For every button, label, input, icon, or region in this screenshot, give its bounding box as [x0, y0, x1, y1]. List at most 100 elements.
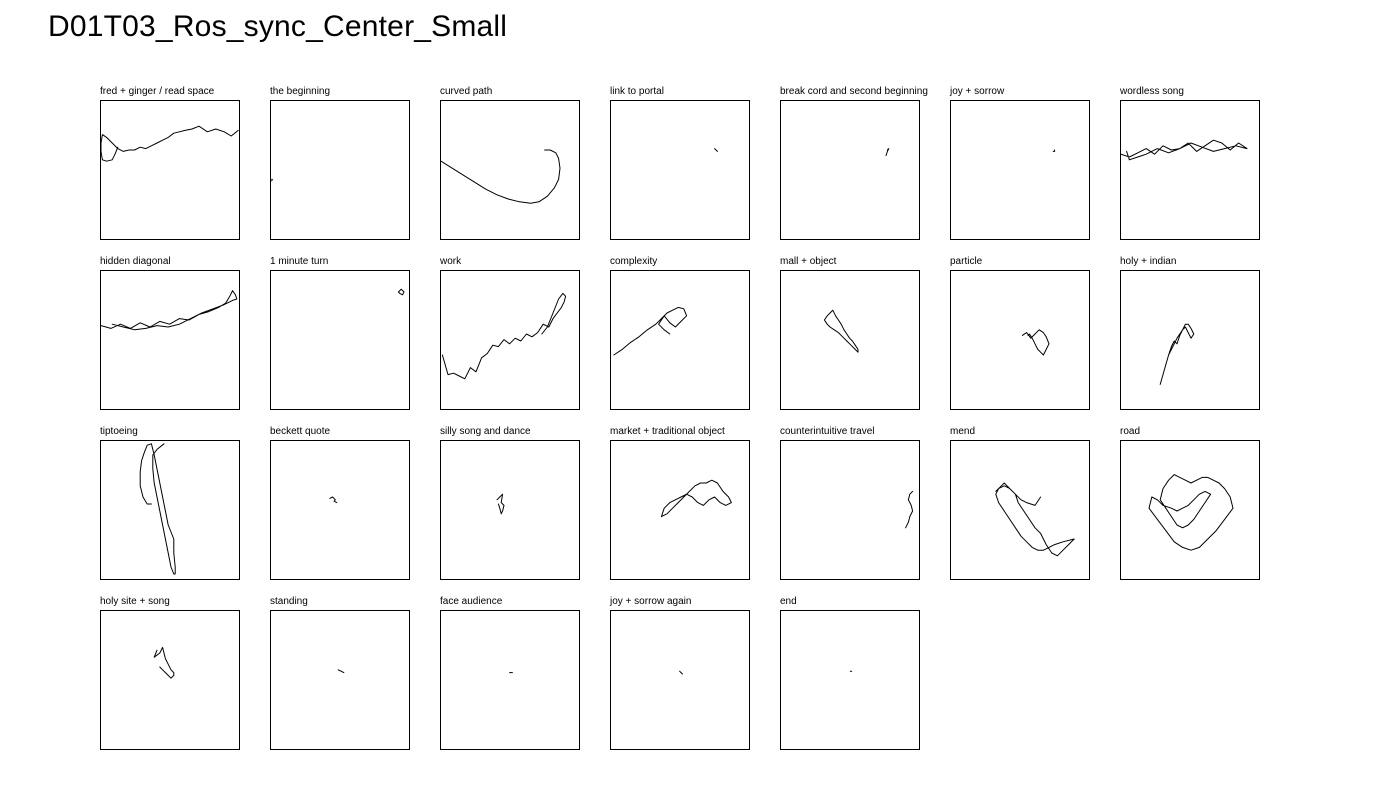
panel-title: hidden diagonal [100, 256, 171, 267]
trajectory-line [1159, 323, 1195, 385]
trajectory-panel: 1 minute turn [270, 256, 430, 426]
panel-title: mend [950, 426, 976, 437]
trajectory-panel: mend [950, 426, 1110, 596]
trajectory-plot [679, 670, 683, 675]
panel-title: face audience [440, 596, 503, 607]
panel-title: road [1120, 426, 1141, 437]
trajectory-plot [1021, 329, 1050, 356]
panel-title: standing [270, 596, 308, 607]
trajectory-panel: road [1120, 426, 1280, 596]
trajectory-panel: curved path [440, 86, 600, 256]
trajectory-plot [101, 290, 238, 331]
plot-frame [270, 100, 410, 240]
trajectory-panel: market + traditional object [610, 426, 770, 596]
trajectory-plot [1159, 323, 1195, 385]
plot-frame [440, 100, 580, 240]
plot-frame [1120, 270, 1260, 410]
trajectory-plot [337, 669, 345, 674]
panel-title: work [440, 256, 462, 267]
trajectory-plot [995, 482, 1075, 557]
plot-frame [950, 100, 1090, 240]
trajectory-panel: tiptoeing [100, 426, 260, 596]
panel-title: silly song and dance [440, 426, 531, 437]
trajectory-plot [613, 306, 688, 356]
trajectory-panel: particle [950, 256, 1110, 426]
trajectory-plot [1148, 474, 1234, 551]
plot-frame [440, 440, 580, 580]
panel-title: joy + sorrow again [610, 596, 692, 607]
trajectory-plot [660, 479, 732, 518]
trajectory-line [995, 482, 1075, 557]
trajectory-panel: face audience [440, 596, 600, 766]
plot-frame [440, 610, 580, 750]
trajectory-panel: complexity [610, 256, 770, 426]
trajectory-panel: hidden diagonal [100, 256, 260, 426]
trajectory-line [101, 125, 239, 162]
trajectory-plot [905, 490, 914, 529]
trajectory-plot [441, 292, 567, 380]
trajectory-panel: holy site + song [100, 596, 260, 766]
trajectory-plot [885, 148, 890, 157]
trajectory-line [905, 490, 914, 529]
plot-frame [950, 270, 1090, 410]
trajectory-line [823, 309, 859, 353]
plot-frame [270, 610, 410, 750]
trajectory-line [441, 149, 561, 204]
trajectory-panel: joy + sorrow again [610, 596, 770, 766]
trajectory-plot [139, 443, 176, 575]
trajectory-panel: standing [270, 596, 430, 766]
panel-title: particle [950, 256, 983, 267]
plot-frame [1120, 440, 1260, 580]
trajectory-line [1148, 474, 1234, 551]
plot-frame [950, 440, 1090, 580]
trajectory-plot [329, 496, 338, 504]
trajectory-plot [1052, 149, 1056, 152]
trajectory-panel: counterintuitive travel [780, 426, 940, 596]
trajectory-plot [714, 148, 718, 152]
trajectory-line [1021, 329, 1050, 356]
plot-frame [610, 610, 750, 750]
plot-frame [1120, 100, 1260, 240]
trajectory-panel: joy + sorrow [950, 86, 1110, 256]
panel-title: break cord and second beginning [780, 86, 928, 97]
trajectory-panel: the beginning [270, 86, 430, 256]
trajectory-line [660, 479, 732, 518]
trajectory-plot [496, 493, 505, 515]
plot-frame [440, 270, 580, 410]
trajectory-line [496, 493, 505, 515]
trajectory-line [337, 669, 345, 674]
trajectory-panel: mall + object [780, 256, 940, 426]
trajectory-panel: link to portal [610, 86, 770, 256]
plot-frame [610, 270, 750, 410]
trajectory-line [101, 290, 238, 331]
panel-title: end [780, 596, 797, 607]
trajectory-line [885, 148, 890, 157]
panel-title: tiptoeing [100, 426, 138, 437]
plot-frame [780, 440, 920, 580]
panel-title: wordless song [1120, 86, 1184, 97]
trajectory-plot [1121, 139, 1248, 161]
trajectory-line [139, 443, 176, 575]
trajectory-plot [101, 125, 239, 162]
plot-frame [100, 610, 240, 750]
trajectory-panel: holy + indian [1120, 256, 1280, 426]
trajectory-plot [271, 178, 273, 182]
trajectory-line [271, 178, 273, 182]
panel-title: beckett quote [270, 426, 331, 437]
trajectory-line [679, 670, 683, 675]
trajectory-line [153, 646, 175, 679]
trajectory-line [714, 148, 718, 152]
trajectory-plot [397, 288, 405, 296]
plot-frame [100, 270, 240, 410]
plot-frame [610, 440, 750, 580]
plot-frame [100, 440, 240, 580]
trajectory-panel: break cord and second beginning [780, 86, 940, 256]
plot-frame [780, 270, 920, 410]
trajectory-panel: fred + ginger / read space [100, 86, 260, 256]
plot-frame [780, 100, 920, 240]
trajectory-plot [823, 309, 859, 353]
panel-title: market + traditional object [610, 426, 725, 437]
plot-frame [780, 610, 920, 750]
trajectory-plot [153, 646, 175, 679]
trajectory-line [1052, 149, 1056, 152]
